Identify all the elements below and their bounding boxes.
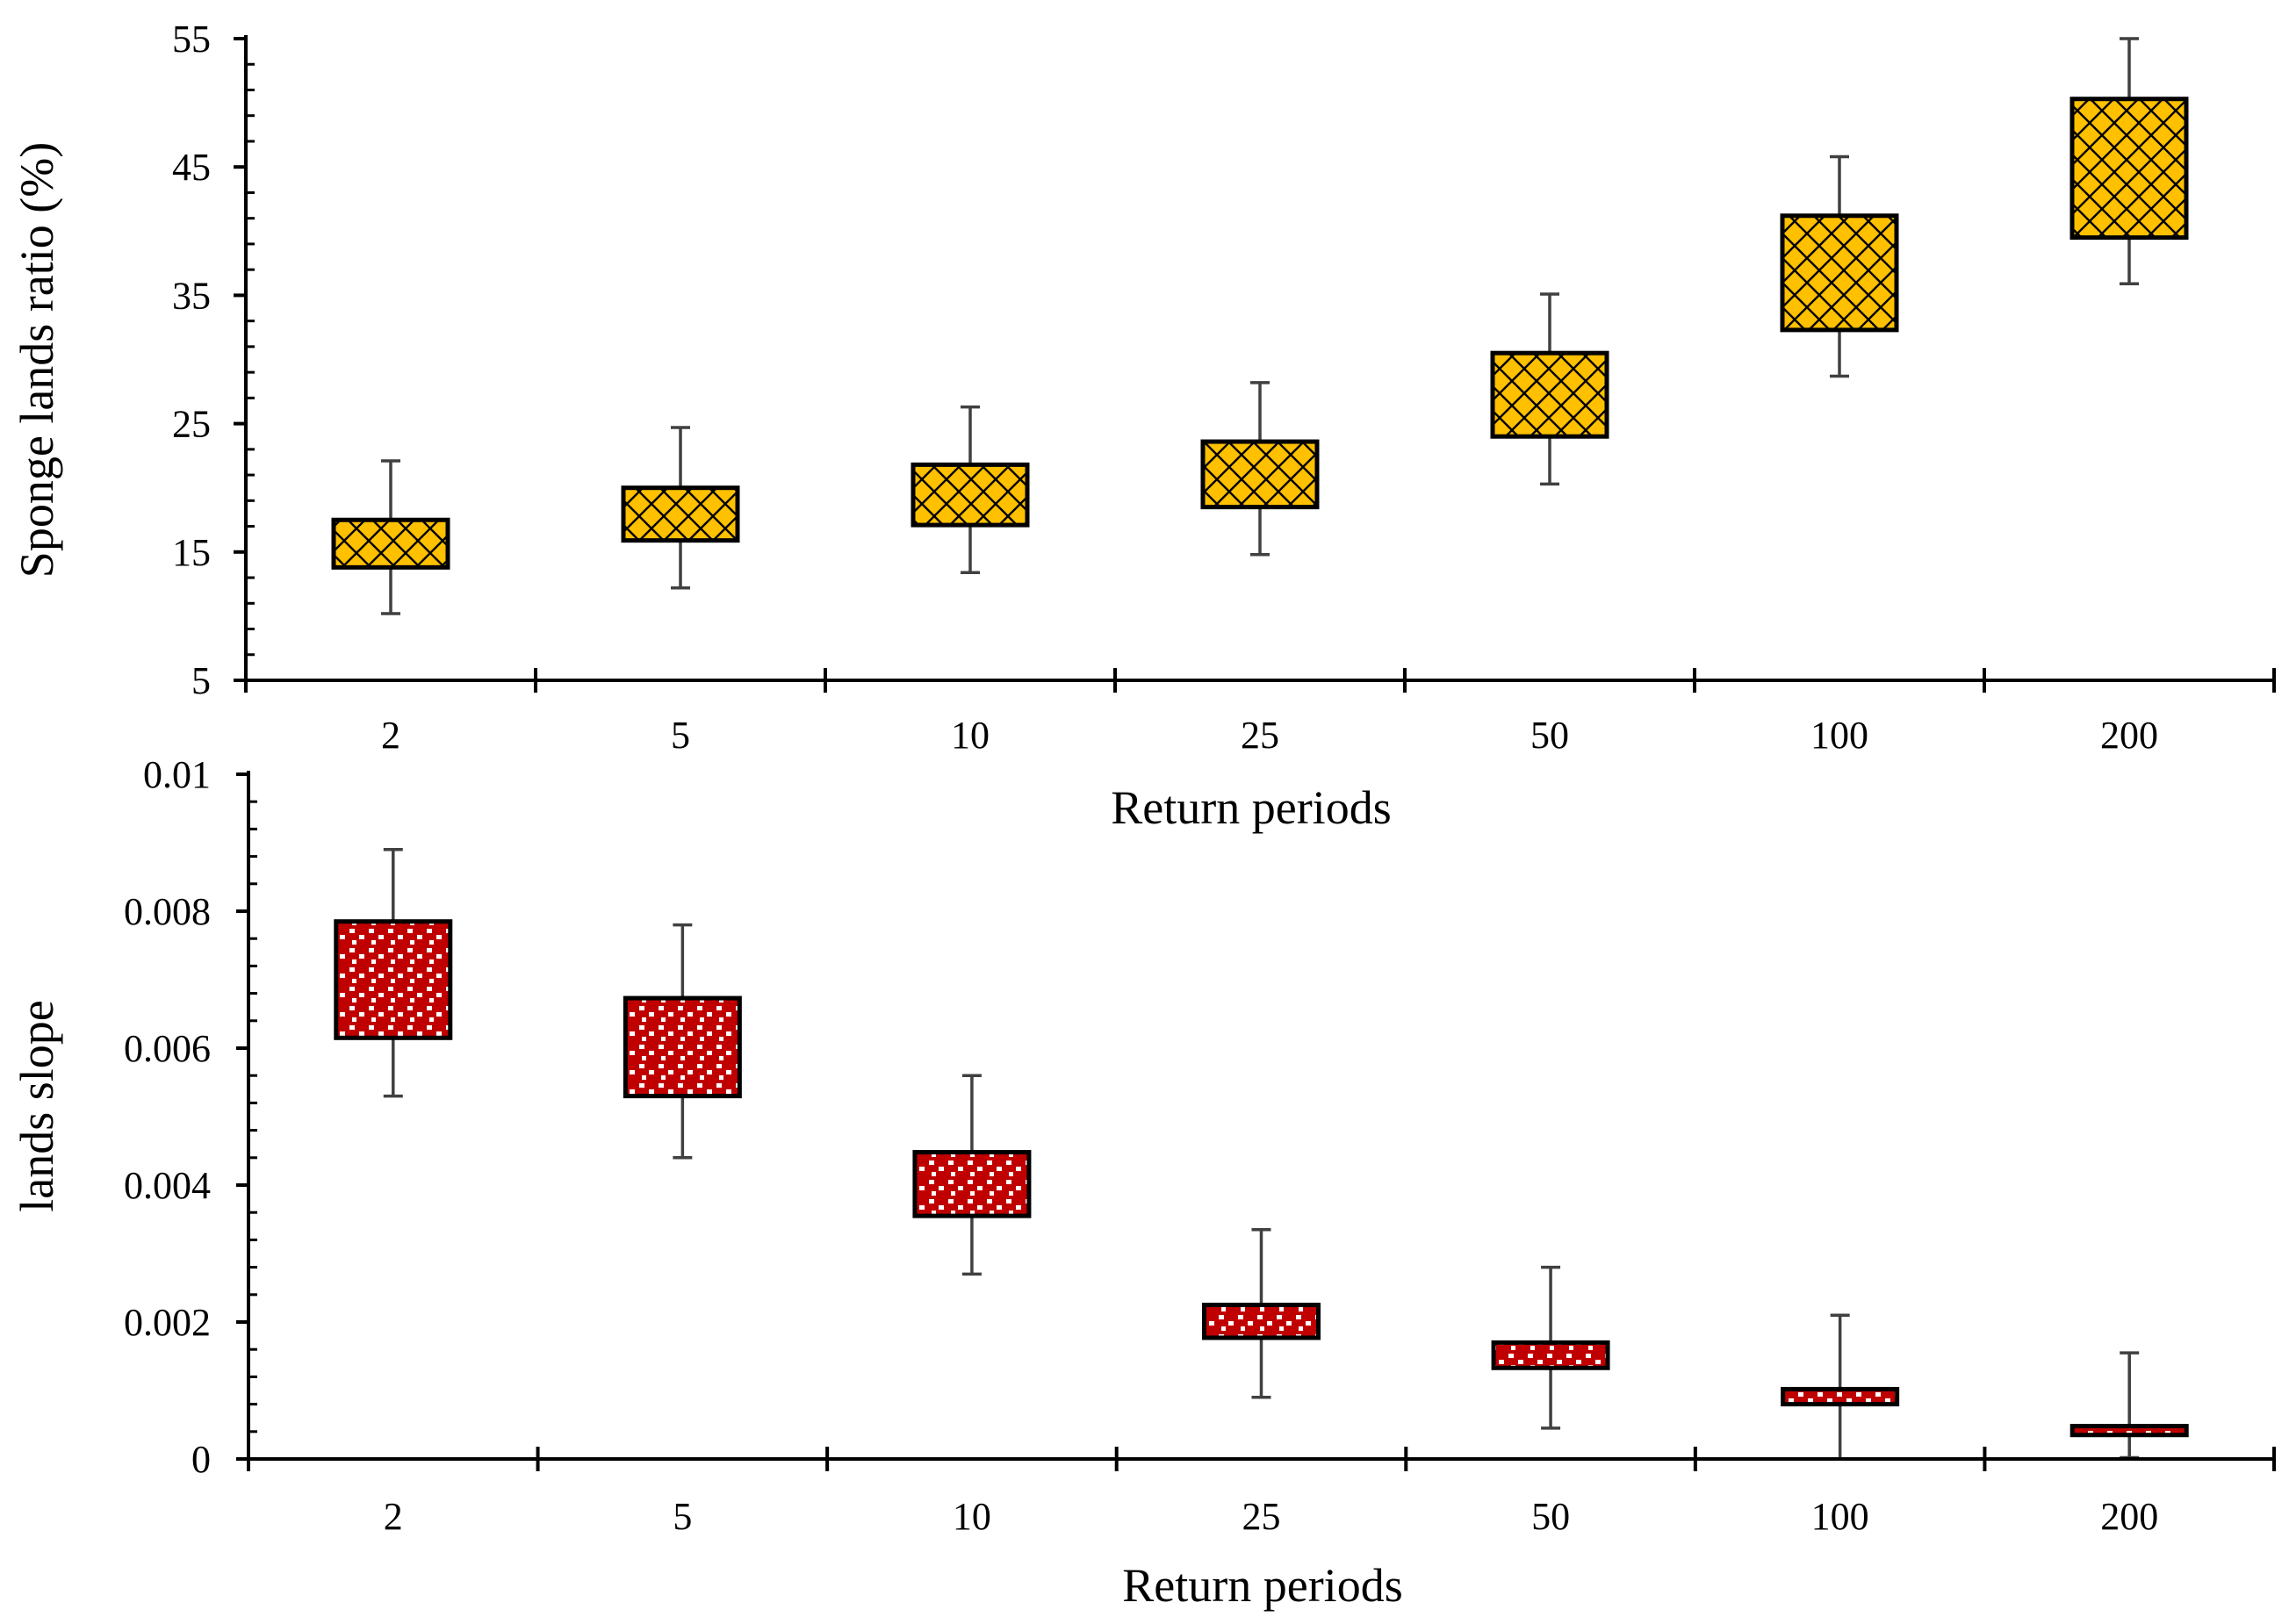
box-rect bbox=[1781, 1386, 1900, 1407]
x-tick-label: 5 bbox=[673, 1495, 692, 1538]
box-10 bbox=[911, 405, 1030, 574]
box-2 bbox=[331, 459, 450, 615]
box-25 bbox=[1202, 1227, 1321, 1399]
y-axis-ticks bbox=[236, 772, 2276, 1471]
box-series bbox=[331, 37, 2189, 615]
box-rect bbox=[912, 1150, 1032, 1218]
y-tick-label: 15 bbox=[172, 531, 211, 574]
x-axis-title: Return periods bbox=[1111, 781, 1391, 834]
box-5 bbox=[623, 923, 742, 1160]
box-rect bbox=[1491, 1340, 1610, 1370]
box-rect bbox=[911, 462, 1030, 528]
x-axis-title: Return periods bbox=[1122, 1559, 1402, 1612]
box-100 bbox=[1780, 154, 1899, 378]
y-tick-label: 0 bbox=[191, 1438, 211, 1481]
box-100 bbox=[1781, 1313, 1900, 1461]
y-axis-title: lands slope bbox=[11, 1000, 63, 1211]
x-tick-label: 10 bbox=[953, 1495, 991, 1538]
box-200 bbox=[2069, 1351, 2189, 1460]
x-tick-label: 50 bbox=[1530, 714, 1569, 757]
y-axis-title: Sponge lands ratio (%) bbox=[11, 142, 63, 578]
x-tick-label: 10 bbox=[951, 714, 990, 757]
y-tick-label: 55 bbox=[172, 18, 211, 61]
box-5 bbox=[621, 426, 740, 590]
x-tick-label: 200 bbox=[2100, 1495, 2158, 1538]
y-tick-label: 45 bbox=[172, 146, 211, 189]
y-tick-label: 35 bbox=[172, 274, 211, 317]
y-tick-label: 0.01 bbox=[143, 753, 211, 796]
x-tick-label: 50 bbox=[1531, 1495, 1570, 1538]
x-tick-label: 5 bbox=[671, 714, 690, 757]
box-2 bbox=[334, 848, 453, 1098]
box-50 bbox=[1491, 1265, 1610, 1430]
box-rect bbox=[1200, 439, 1320, 510]
box-rect bbox=[1780, 213, 1899, 333]
y-tick-label: 0.002 bbox=[124, 1301, 211, 1344]
box-25 bbox=[1200, 381, 1320, 557]
y-axis-ticks bbox=[234, 37, 2276, 693]
x-tick-label: 100 bbox=[1810, 714, 1868, 757]
x-tick-label: 200 bbox=[2100, 714, 2158, 757]
y-tick-label: 0.008 bbox=[124, 890, 211, 933]
y-tick-label: 25 bbox=[172, 403, 211, 446]
axes bbox=[247, 771, 2274, 1461]
box-rect bbox=[1490, 350, 1609, 439]
box-50 bbox=[1490, 292, 1609, 486]
box-200 bbox=[2069, 37, 2189, 285]
box-rect bbox=[623, 995, 742, 1099]
axes bbox=[244, 35, 2274, 682]
box-rect bbox=[621, 485, 740, 543]
box-rect bbox=[2069, 97, 2189, 241]
x-tick-label: 100 bbox=[1811, 1495, 1869, 1538]
y-tick-label: 5 bbox=[191, 659, 211, 702]
x-tick-label: 2 bbox=[384, 1495, 403, 1538]
x-tick-label: 2 bbox=[381, 714, 400, 757]
box-rect bbox=[334, 919, 453, 1040]
box-rect bbox=[2069, 1424, 2189, 1438]
box-rect bbox=[331, 517, 450, 570]
y-tick-label: 0.006 bbox=[124, 1027, 211, 1070]
x-tick-label: 25 bbox=[1242, 1495, 1281, 1538]
box-series bbox=[334, 848, 2189, 1461]
y-tick-label: 0.004 bbox=[124, 1164, 211, 1207]
box-rect bbox=[1202, 1303, 1321, 1340]
box-10 bbox=[912, 1074, 1032, 1276]
x-tick-label: 25 bbox=[1241, 714, 1279, 757]
